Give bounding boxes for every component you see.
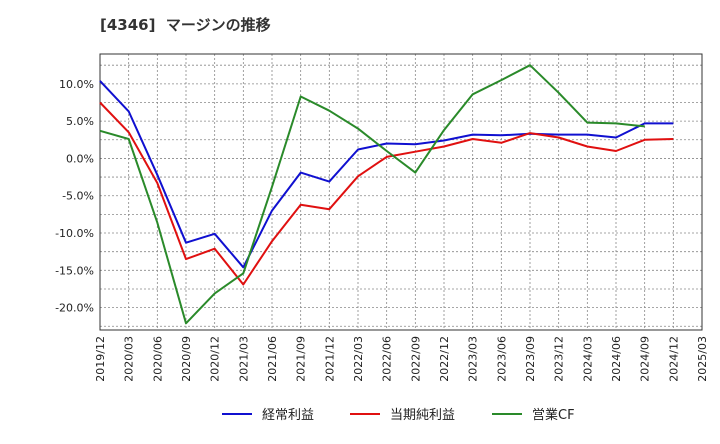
x-tick-label: 2022/12 [438,336,451,382]
x-tick-label: 2023/03 [467,336,480,382]
y-tick-label: 0.0% [66,152,94,165]
x-tick-label: 2025/03 [696,336,709,382]
x-tick-label: 2022/06 [381,336,394,382]
x-tick-label: 2023/09 [524,336,537,382]
plot-area [100,54,702,330]
x-tick-label: 2024/03 [581,336,594,382]
x-tick-label: 2021/09 [295,336,308,382]
y-tick-label: 5.0% [66,115,94,128]
legend-label: 当期純利益 [390,408,455,423]
x-tick-label: 2023/06 [495,336,508,382]
x-tick-label: 2024/12 [667,336,680,382]
y-tick-label: -10.0% [55,227,94,240]
x-tick-label: 2022/03 [352,336,365,382]
y-tick-label: -15.0% [55,264,94,277]
x-tick-label: 2019/12 [94,336,107,382]
series-line [99,101,674,286]
legend-label: 営業CF [532,407,575,423]
y-tick-label: -20.0% [55,302,94,315]
legend-label: 経常利益 [262,408,314,423]
series-line [99,80,674,269]
x-tick-label: 2021/06 [266,336,279,382]
chart-title: [4346] マージンの推移 [100,16,271,34]
x-tick-label: 2020/09 [180,336,193,382]
series-line [99,64,645,325]
x-tick-label: 2020/03 [123,336,136,382]
y-tick-label: -5.0% [62,190,94,203]
x-tick-label: 2020/06 [151,336,164,382]
x-tick-label: 2021/03 [237,336,250,382]
x-tick-label: 2023/12 [553,336,566,382]
x-tick-label: 2020/12 [209,336,222,382]
x-tick-label: 2022/09 [409,336,422,382]
y-tick-label: 10.0% [59,78,94,91]
x-tick-label: 2024/09 [639,336,652,382]
x-tick-label: 2024/06 [610,336,623,382]
x-tick-label: 2021/12 [323,336,336,382]
plot-frame [99,53,703,331]
